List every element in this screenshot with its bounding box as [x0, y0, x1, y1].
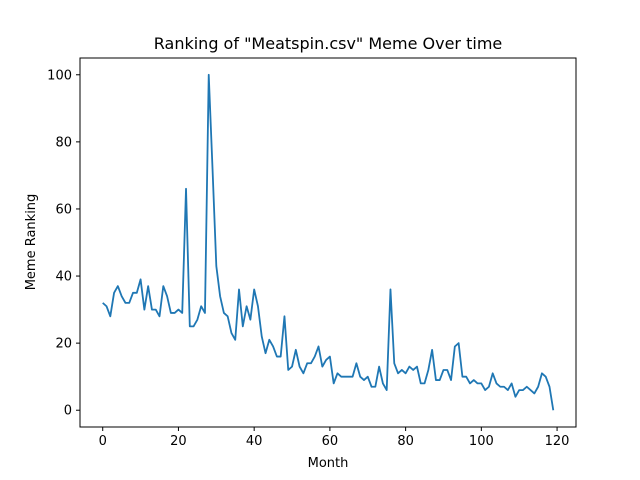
x-tick-label: 0 — [99, 434, 107, 449]
y-tick-label: 0 — [64, 404, 72, 419]
y-tick-label: 60 — [55, 202, 72, 217]
y-axis-ticks: 0 20 40 60 80 100 — [47, 68, 80, 419]
x-tick-label: 120 — [545, 434, 570, 449]
plot-area — [102, 73, 555, 411]
x-axis-ticks: 0 20 40 60 80 100 120 — [99, 427, 570, 449]
x-tick-label: 100 — [469, 434, 494, 449]
chart-title: Ranking of "Meatspin.csv" Meme Over time — [154, 34, 503, 53]
y-tick-label: 100 — [47, 68, 72, 83]
axes-frame — [79, 57, 577, 428]
y-tick-label: 40 — [55, 270, 72, 285]
x-tick-label: 80 — [397, 434, 414, 449]
x-tick-label: 40 — [246, 434, 263, 449]
series-line-0 — [102, 73, 555, 411]
y-axis-label: Meme Ranking — [24, 194, 39, 291]
x-axis-label: Month — [308, 456, 349, 471]
x-tick-label: 60 — [322, 434, 339, 449]
y-tick-label: 20 — [55, 337, 72, 352]
y-tick-label: 80 — [55, 135, 72, 150]
x-tick-label: 20 — [170, 434, 187, 449]
